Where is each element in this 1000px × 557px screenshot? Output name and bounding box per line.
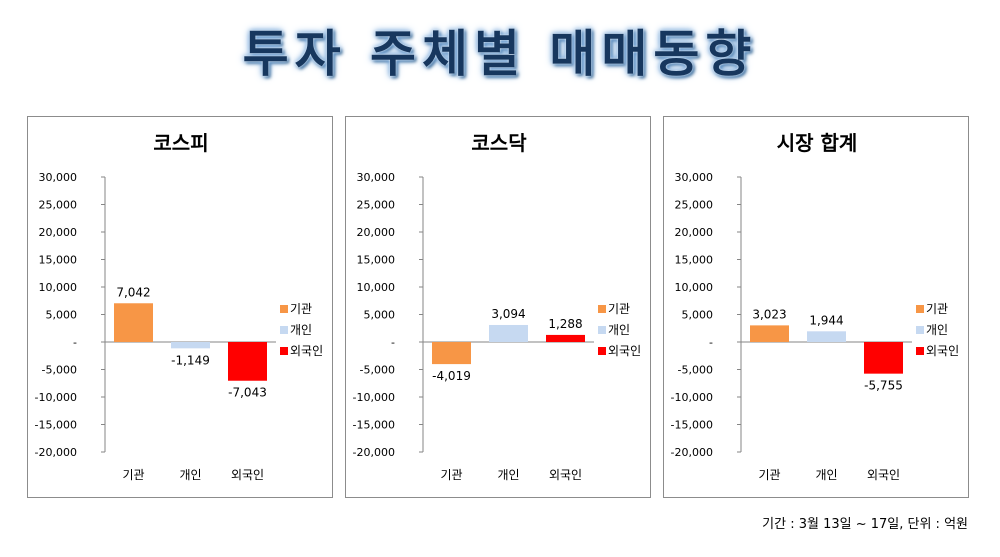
bar-2 [171, 342, 210, 349]
chart-svg: 코스닥 30,000 25,000 20,000 15,000 10,000 5,000 - -… [353, 131, 642, 482]
y-tick-label: 5,000 [682, 309, 714, 322]
data-label: -1,149 [171, 353, 210, 367]
y-tick-label: 10,000 [675, 281, 714, 294]
chart-title: 시장 합계 [777, 131, 858, 155]
chart-title: 코스닥 [471, 131, 527, 155]
legend-label: 외국인 [290, 344, 323, 358]
y-tick-label: 25,000 [39, 199, 78, 212]
category-label: 외국인 [549, 468, 582, 482]
legend-label: 기관 [608, 302, 630, 316]
y-tick-label: 15,000 [39, 254, 78, 267]
y-tick-label: 20,000 [39, 226, 78, 239]
y-tick-label: -10,000 [671, 391, 713, 404]
legend-swatch [916, 305, 924, 313]
legend-swatch [916, 326, 924, 334]
legend-label: 외국인 [608, 344, 641, 358]
bar-2 [807, 331, 846, 342]
category-label: 개인 [179, 468, 201, 482]
y-tick-label: 25,000 [357, 199, 396, 212]
legend-label: 외국인 [926, 344, 959, 358]
data-label: 1,944 [809, 313, 843, 327]
bar-2 [489, 324, 528, 342]
category-label: 기관 [440, 468, 462, 482]
chart-panel-kospi: 코스피 30,000 25,000 20,000 15,000 10,000 5,000 - -… [27, 116, 333, 498]
footnote: 기간 : 3월 13일 ~ 17일, 단위 : 억원 [762, 517, 968, 532]
y-tick-label: 20,000 [675, 226, 714, 239]
legend-swatch [598, 326, 606, 334]
y-tick-label: -15,000 [353, 419, 395, 432]
legend-swatch [916, 347, 924, 355]
y-tick-label: -10,000 [353, 391, 395, 404]
legend-swatch [280, 326, 288, 334]
chart-title: 코스피 [153, 131, 208, 155]
bar-3 [546, 334, 585, 342]
legend-label: 개인 [926, 323, 948, 337]
page-title: 투자 주체별 매매동향 [242, 25, 758, 83]
data-label: -7,043 [228, 386, 267, 400]
legend-swatch [280, 305, 288, 313]
y-tick-label: -5,000 [360, 364, 395, 377]
chart-svg: 코스피 30,000 25,000 20,000 15,000 10,000 5,000 - -… [35, 131, 324, 482]
y-tick-label: -20,000 [353, 446, 395, 459]
y-tick-label: 10,000 [357, 281, 396, 294]
legend-swatch [598, 347, 606, 355]
y-tick-label: -5,000 [678, 364, 713, 377]
chart-panel-market-total: 시장 합계 30,000 25,000 20,000 15,000 10,000 5,000… [663, 116, 969, 498]
category-label: 기관 [758, 468, 780, 482]
y-tick-label: 25,000 [675, 199, 714, 212]
legend-label: 기관 [926, 302, 948, 316]
bar-1 [114, 303, 153, 342]
data-label: -5,755 [864, 379, 903, 393]
y-tick-label: 15,000 [357, 254, 396, 267]
y-tick-label: -15,000 [671, 419, 713, 432]
y-tick-label: 30,000 [357, 171, 396, 184]
bar-3 [228, 342, 267, 381]
bar-1 [432, 342, 471, 365]
data-label: 3,023 [752, 307, 786, 321]
category-label: 기관 [122, 468, 144, 482]
y-tick-label: -5,000 [42, 364, 77, 377]
y-tick-label: -20,000 [35, 446, 77, 459]
category-label: 외국인 [231, 468, 264, 482]
chart-svg: 시장 합계 30,000 25,000 20,000 15,000 10,000 5,000… [671, 131, 960, 482]
data-label: 1,288 [548, 317, 582, 331]
y-tick-label: 5,000 [364, 309, 396, 322]
category-label: 외국인 [867, 468, 900, 482]
bar-1 [750, 325, 789, 342]
y-tick-label: -10,000 [35, 391, 77, 404]
y-tick-label: -20,000 [671, 446, 713, 459]
y-tick-label: 10,000 [39, 281, 78, 294]
y-tick-label: - [73, 336, 77, 349]
y-tick-label: 30,000 [675, 171, 714, 184]
y-tick-label: 30,000 [39, 171, 78, 184]
y-tick-label: -15,000 [35, 419, 77, 432]
legend-swatch [598, 305, 606, 313]
legend-label: 개인 [290, 323, 312, 337]
data-label: 7,042 [116, 285, 150, 299]
y-tick-label: - [709, 336, 713, 349]
legend-label: 개인 [608, 323, 630, 337]
category-label: 개인 [497, 468, 519, 482]
y-tick-label: 5,000 [46, 309, 78, 322]
legend-swatch [280, 347, 288, 355]
y-tick-label: 20,000 [357, 226, 396, 239]
y-tick-label: - [391, 336, 395, 349]
data-label: 3,094 [491, 307, 525, 321]
bar-3 [864, 342, 903, 374]
data-label: -4,019 [432, 369, 471, 383]
chart-panel-kosdaq: 코스닥 30,000 25,000 20,000 15,000 10,000 5,000 - -… [345, 116, 651, 498]
y-tick-label: 15,000 [675, 254, 714, 267]
category-label: 개인 [815, 468, 837, 482]
legend-label: 기관 [290, 302, 312, 316]
